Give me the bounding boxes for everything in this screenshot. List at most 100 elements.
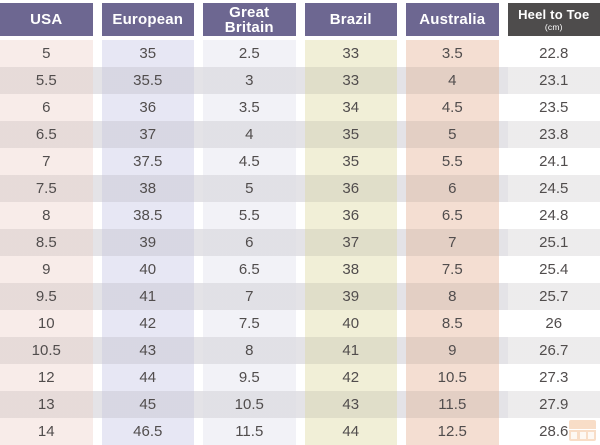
cell-usa: 8.5: [0, 229, 93, 256]
heel-to-toe-unit-label: (cm): [544, 21, 563, 32]
cell-usa: 13: [0, 391, 93, 418]
cell-usa: 7: [0, 148, 93, 175]
table-row: 5 35 2.5 33 3.5 22.8: [0, 40, 600, 67]
cell-australia: 5: [406, 121, 499, 148]
cell-usa: 9.5: [0, 283, 93, 310]
cell-european: 38: [101, 175, 194, 202]
table-row: 9.5 41 7 39 8 25.7: [0, 283, 600, 310]
column-header-european: European: [101, 3, 194, 36]
column-header-usa: USA: [0, 3, 93, 36]
cell-great-britain: 6: [203, 229, 296, 256]
cell-usa: 12: [0, 364, 93, 391]
cell-great-britain: 3: [203, 67, 296, 94]
cell-european: 45: [101, 391, 194, 418]
watermark-logo: [569, 420, 596, 441]
cell-australia: 11.5: [406, 391, 499, 418]
cell-great-britain: 2.5: [203, 40, 296, 67]
cell-usa: 5.5: [0, 67, 93, 94]
cell-brazil: 35: [304, 121, 397, 148]
table-row: 8.5 39 6 37 7 25.1: [0, 229, 600, 256]
cell-great-britain: 8: [203, 337, 296, 364]
cell-european: 42: [101, 310, 194, 337]
cell-australia: 7: [406, 229, 499, 256]
cell-usa: 6.5: [0, 121, 93, 148]
table-row: 6.5 37 4 35 5 23.8: [0, 121, 600, 148]
table-row: 5.5 35.5 3 33 4 23.1: [0, 67, 600, 94]
cell-heel-to-toe: 27.3: [507, 364, 600, 391]
cell-heel-to-toe: 22.8: [507, 40, 600, 67]
cell-heel-to-toe: 27.9: [507, 391, 600, 418]
table-row: 6 36 3.5 34 4.5 23.5: [0, 94, 600, 121]
cell-australia: 9: [406, 337, 499, 364]
cell-great-britain: 6.5: [203, 256, 296, 283]
cell-brazil: 33: [304, 67, 397, 94]
cell-brazil: 42: [304, 364, 397, 391]
cell-european: 39: [101, 229, 194, 256]
cell-heel-to-toe: 24.1: [507, 148, 600, 175]
cell-european: 35.5: [101, 67, 194, 94]
cell-european: 40: [101, 256, 194, 283]
table-row: 14 46.5 11.5 44 12.5 28.6: [0, 418, 600, 445]
table-header-row: USA European Great Britain Brazil Austra…: [0, 3, 600, 36]
cell-australia: 5.5: [406, 148, 499, 175]
cell-usa: 7.5: [0, 175, 93, 202]
cell-usa: 9: [0, 256, 93, 283]
cell-heel-to-toe: 28.6: [507, 418, 600, 445]
cell-great-britain: 7.5: [203, 310, 296, 337]
cell-european: 37.5: [101, 148, 194, 175]
cell-heel-to-toe: 25.7: [507, 283, 600, 310]
cell-australia: 6: [406, 175, 499, 202]
column-header-australia: Australia: [406, 3, 499, 36]
cell-great-britain: 5: [203, 175, 296, 202]
cell-great-britain: 10.5: [203, 391, 296, 418]
table-row: 7.5 38 5 36 6 24.5: [0, 175, 600, 202]
cell-heel-to-toe: 23.8: [507, 121, 600, 148]
table-body: 5 35 2.5 33 3.5 22.8 5.5 35.5 3 33 4 23.…: [0, 40, 600, 445]
cell-brazil: 43: [304, 391, 397, 418]
cell-heel-to-toe: 24.8: [507, 202, 600, 229]
cell-brazil: 39: [304, 283, 397, 310]
cell-australia: 8: [406, 283, 499, 310]
cell-usa: 6: [0, 94, 93, 121]
table-row: 10.5 43 8 41 9 26.7: [0, 337, 600, 364]
cell-european: 46.5: [101, 418, 194, 445]
cell-brazil: 44: [304, 418, 397, 445]
cell-usa: 5: [0, 40, 93, 67]
cell-brazil: 36: [304, 175, 397, 202]
cell-brazil: 41: [304, 337, 397, 364]
cell-usa: 10: [0, 310, 93, 337]
cell-brazil: 38: [304, 256, 397, 283]
cell-australia: 10.5: [406, 364, 499, 391]
table-row: 8 38.5 5.5 36 6.5 24.8: [0, 202, 600, 229]
table-row: 12 44 9.5 42 10.5 27.3: [0, 364, 600, 391]
cell-heel-to-toe: 23.1: [507, 67, 600, 94]
cell-australia: 12.5: [406, 418, 499, 445]
cell-heel-to-toe: 26.7: [507, 337, 600, 364]
cell-australia: 4: [406, 67, 499, 94]
cell-brazil: 37: [304, 229, 397, 256]
cell-australia: 3.5: [406, 40, 499, 67]
cell-australia: 8.5: [406, 310, 499, 337]
cell-great-britain: 7: [203, 283, 296, 310]
cell-european: 36: [101, 94, 194, 121]
cell-heel-to-toe: 25.1: [507, 229, 600, 256]
table-row: 7 37.5 4.5 35 5.5 24.1: [0, 148, 600, 175]
cell-australia: 7.5: [406, 256, 499, 283]
cell-australia: 6.5: [406, 202, 499, 229]
cell-european: 44: [101, 364, 194, 391]
cell-heel-to-toe: 24.5: [507, 175, 600, 202]
column-header-great-britain: Great Britain: [203, 3, 296, 36]
cell-great-britain: 3.5: [203, 94, 296, 121]
cell-european: 35: [101, 40, 194, 67]
cell-heel-to-toe: 25.4: [507, 256, 600, 283]
cell-brazil: 40: [304, 310, 397, 337]
cell-brazil: 34: [304, 94, 397, 121]
cell-brazil: 33: [304, 40, 397, 67]
table-row: 9 40 6.5 38 7.5 25.4: [0, 256, 600, 283]
cell-brazil: 35: [304, 148, 397, 175]
cell-great-britain: 11.5: [203, 418, 296, 445]
cell-great-britain: 4: [203, 121, 296, 148]
cell-heel-to-toe: 26: [507, 310, 600, 337]
table-row: 10 42 7.5 40 8.5 26: [0, 310, 600, 337]
